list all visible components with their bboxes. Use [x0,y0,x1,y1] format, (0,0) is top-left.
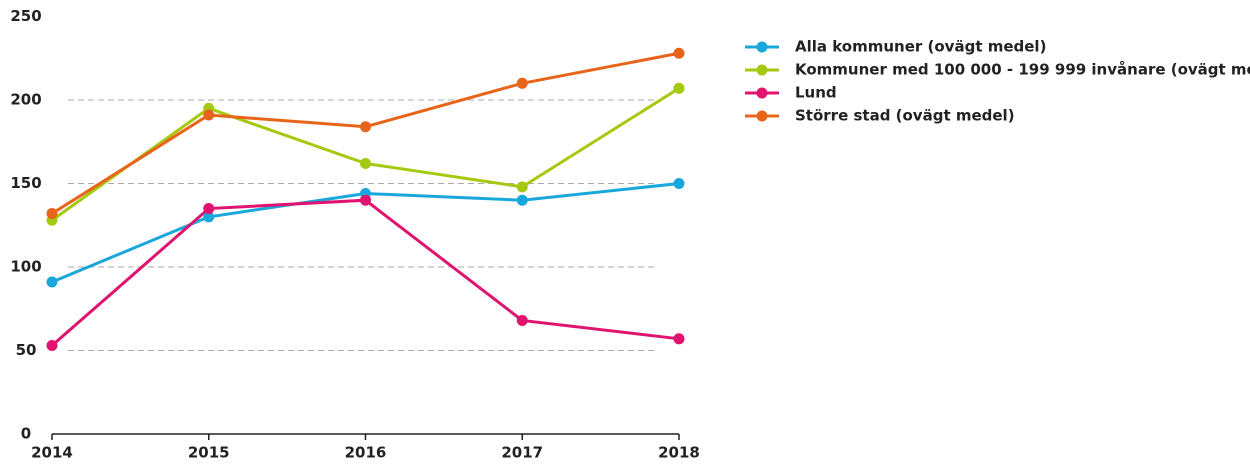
data-point [673,47,685,59]
data-point [673,333,685,345]
data-point [360,194,371,206]
series-line [51,198,680,347]
legend-marker [756,41,768,53]
x-tick-label: 2018 [658,444,700,462]
legend-label: Större stad (ovägt medel) [795,107,1015,125]
data-point [516,77,528,89]
data-point [46,208,58,220]
x-tick-label: 2016 [345,444,387,462]
legend-marker [756,64,768,76]
data-point [46,339,58,351]
x-tick-label: 2015 [188,444,230,462]
legend-label: Lund [795,84,837,102]
data-point [203,203,215,215]
data-point [203,109,215,121]
legend-marker [756,87,768,99]
x-tick-label: 2017 [501,444,543,462]
data-point [516,181,528,193]
y-tick-label: 50 [16,341,37,359]
legend-label: Kommuner med 100 000 - 199 999 invånare … [795,61,1250,79]
data-point [203,211,215,223]
y-tick-label: 250 [10,7,41,25]
x-tick-label: 2014 [31,444,73,462]
y-tick-label: 150 [10,174,41,192]
legend-label: Alla kommuner (ovägt medel) [795,38,1046,56]
data-point [673,178,685,189]
data-point [516,194,528,206]
y-tick-label: 0 [21,425,31,443]
data-point [360,157,371,169]
data-point [673,82,685,94]
y-tick-label: 200 [10,91,41,109]
data-point [46,276,58,288]
data-point [360,121,371,133]
data-point [516,314,528,326]
legend-marker [756,110,768,122]
y-tick-label: 100 [10,258,41,276]
